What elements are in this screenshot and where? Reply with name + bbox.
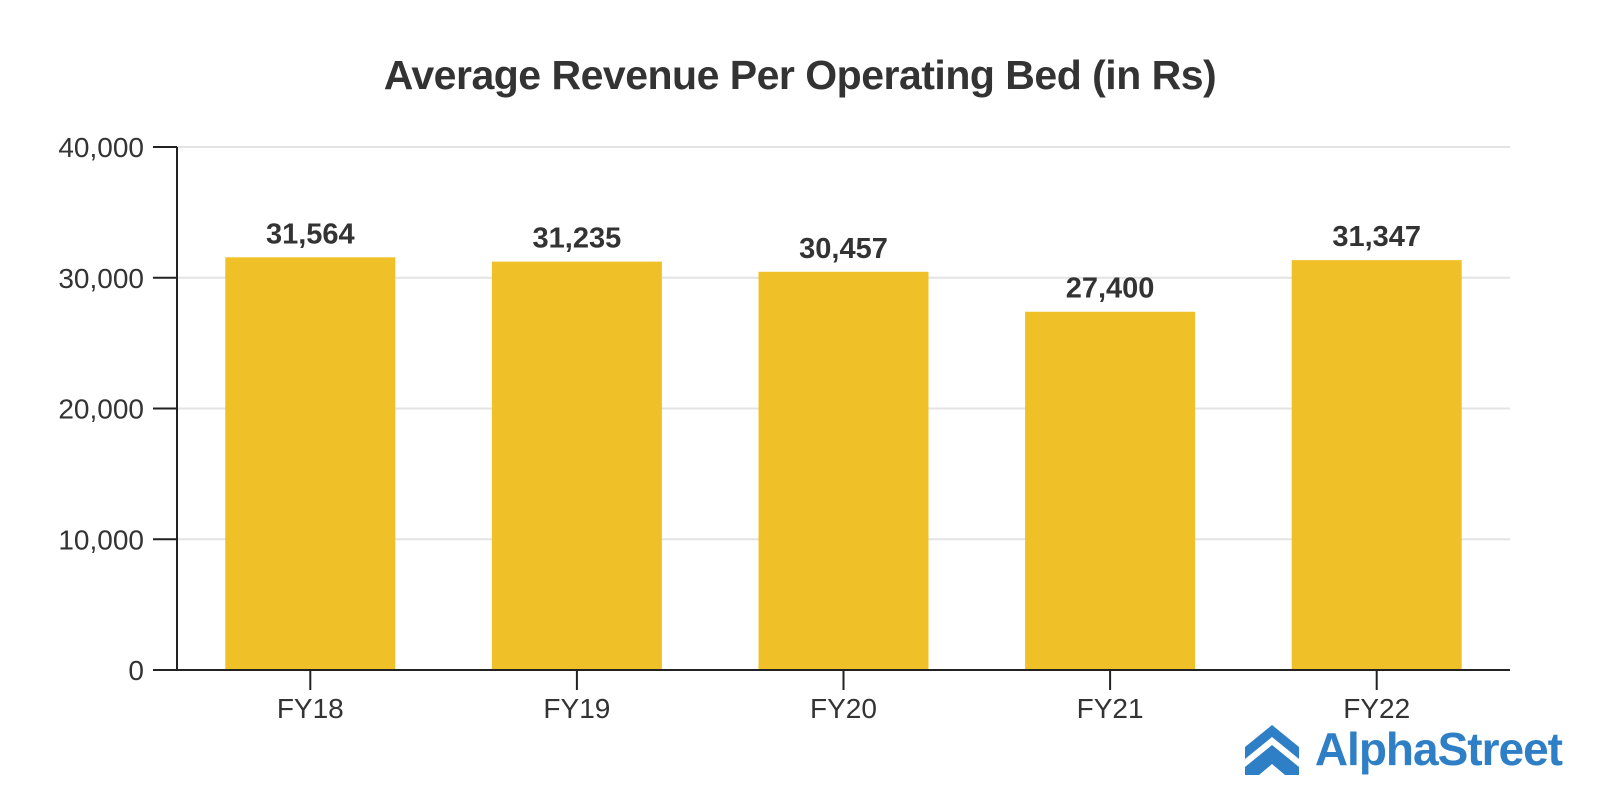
bar-fy19: [491, 261, 662, 670]
y-tick-label: 30,000: [58, 263, 144, 294]
data-label: 27,400: [1066, 273, 1155, 305]
chart-title: Average Revenue Per Operating Bed (in Rs…: [383, 52, 1217, 98]
data-label: 31,347: [1332, 221, 1421, 253]
bar-fy20: [758, 271, 929, 670]
labels: 0 10,000 20,000 30,000 40,000 31,564 FY18 31,23…: [58, 132, 1421, 724]
bar-fy22: [1291, 260, 1462, 670]
y-tick-label: 40,000: [58, 132, 144, 163]
brand-logo: AlphaStreet: [1243, 722, 1563, 776]
data-label: 31,564: [266, 218, 355, 250]
y-tick-label: 10,000: [58, 524, 144, 555]
data-label: 31,235: [533, 223, 622, 255]
x-tick-label: FY22: [1343, 693, 1410, 724]
bars: [225, 257, 1462, 670]
data-label: 30,457: [799, 233, 888, 265]
brand-name: AlphaStreet: [1314, 723, 1563, 775]
x-tick-label: FY20: [810, 693, 877, 724]
y-tick-label: 20,000: [58, 394, 144, 425]
alphastreet-logo-icon: [1244, 725, 1299, 775]
x-tick-label: FY19: [543, 693, 610, 724]
axes: [153, 146, 1510, 690]
x-tick-label: FY18: [277, 693, 344, 724]
x-tick-label: FY21: [1077, 693, 1144, 724]
bar-fy21: [1025, 311, 1196, 670]
y-tick-label: 0: [128, 655, 144, 686]
bar-fy18: [225, 257, 396, 670]
